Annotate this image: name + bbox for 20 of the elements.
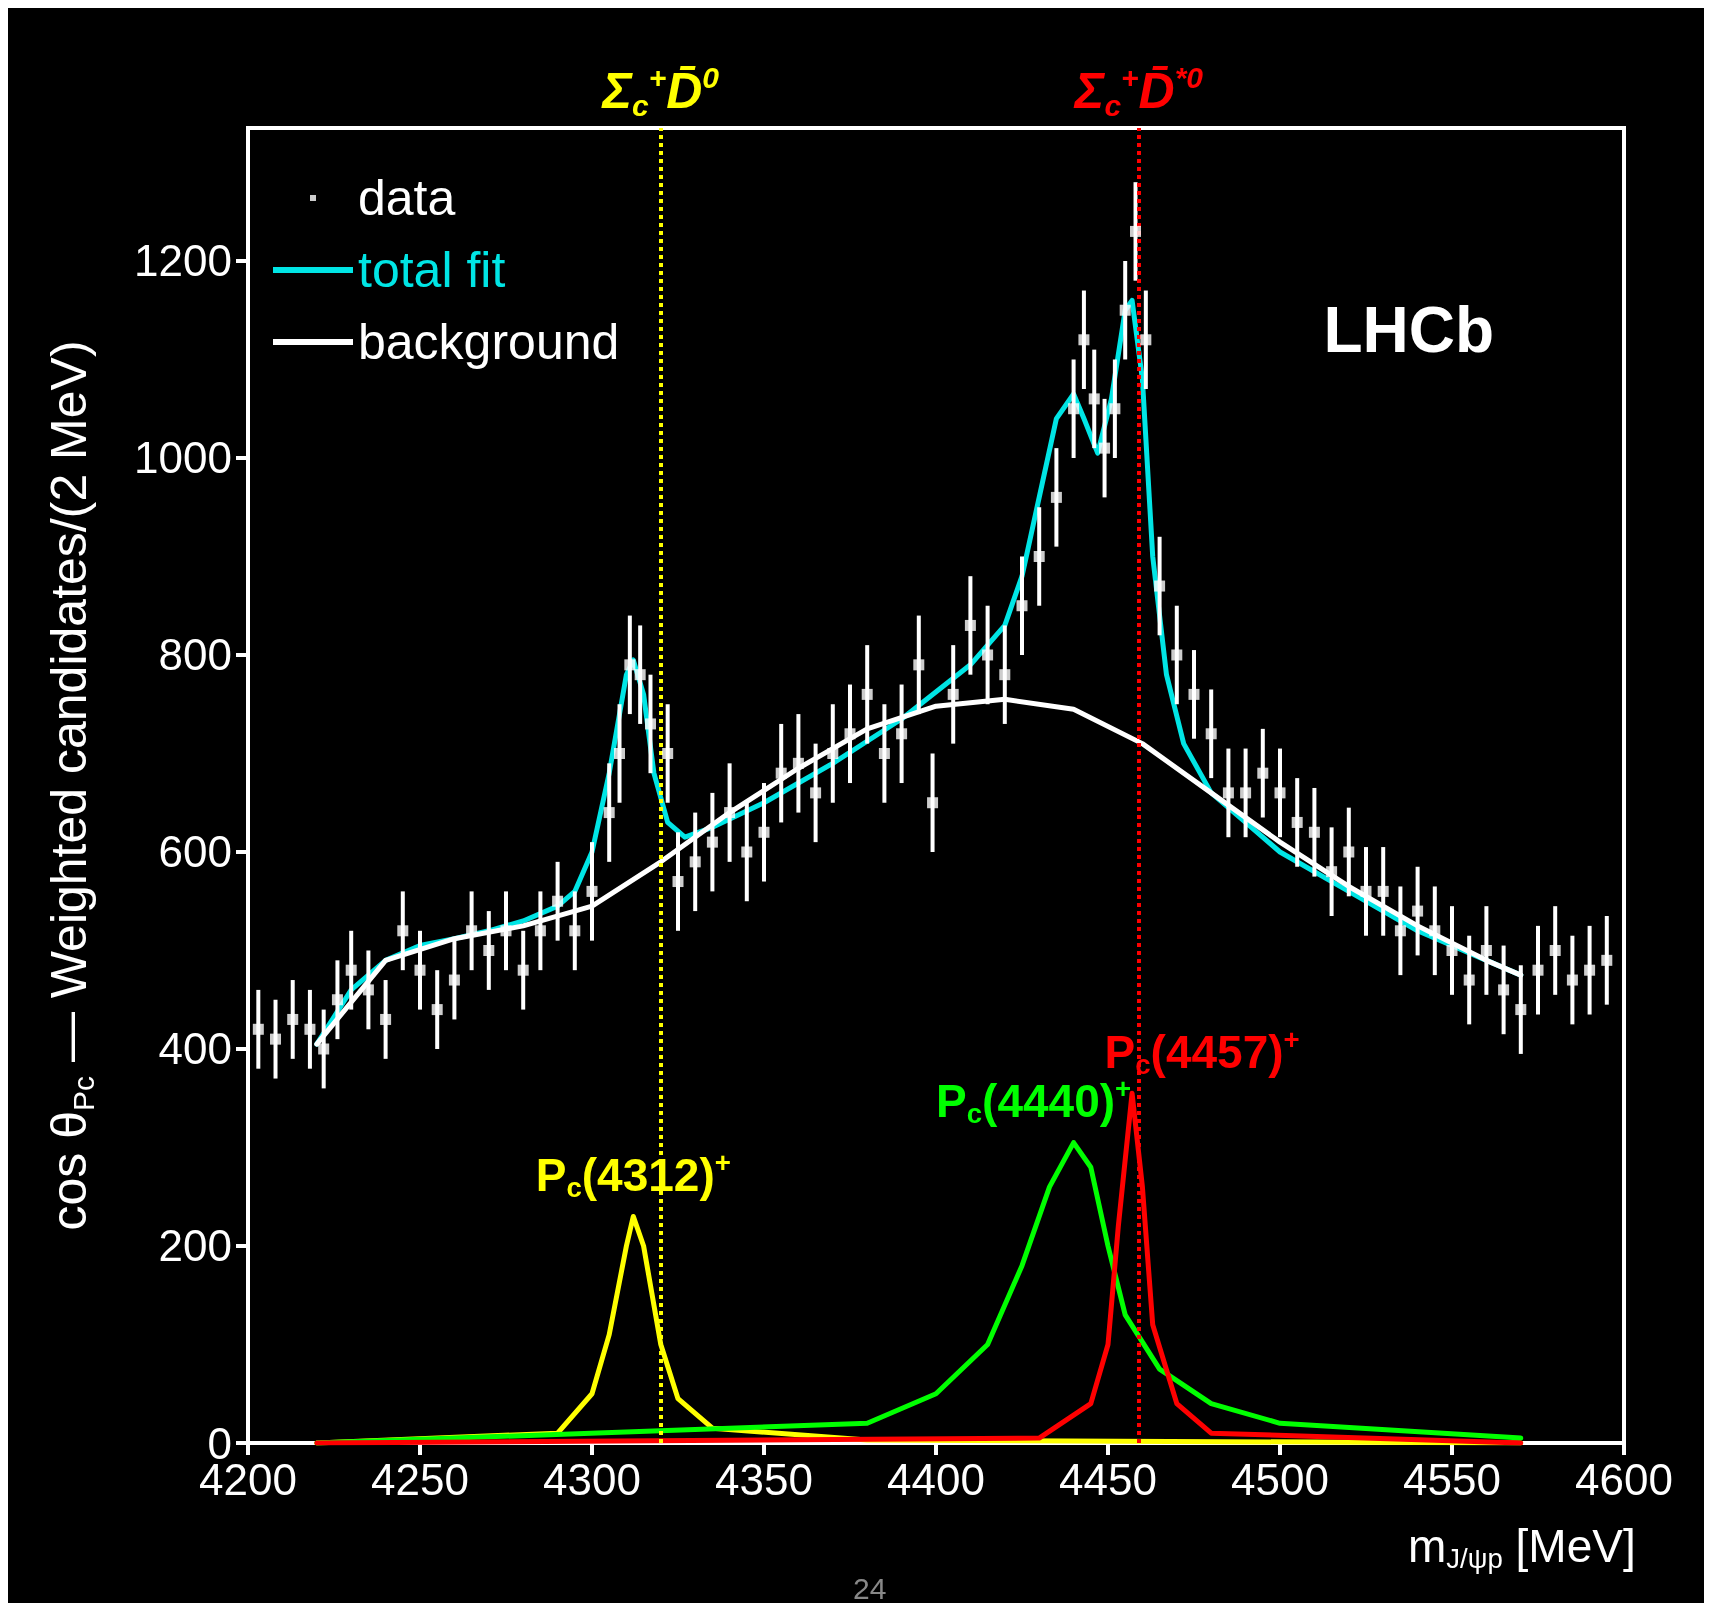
legend-label: data [358,170,456,226]
text: 24 [853,1571,887,1605]
legend-label: background [358,314,620,370]
x-tick-label: 4450 [1059,1454,1157,1504]
y-tick-label: 800 [158,630,232,680]
x-tick-label: 4550 [1403,1454,1501,1504]
y-axis-title: cos θPc — Weighted candidates/(2 MeV) [41,340,100,1231]
x-tick-label: 4350 [715,1454,813,1504]
y-tick-label: 200 [158,1221,232,1271]
x-tick-label: 4500 [1231,1454,1329,1504]
x-tick-label: 4300 [543,1454,641,1504]
y-tick-label: 1200 [134,236,232,286]
x-tick-label: 4600 [1575,1454,1673,1504]
y-tick-label: 600 [158,827,232,877]
annotation: LHCb [1323,294,1494,366]
y-tick-label: 1000 [134,433,232,483]
y-tick-label: 400 [158,1024,232,1074]
x-tick-label: 4250 [371,1454,469,1504]
x-tick-label: 4400 [887,1454,985,1504]
legend-label: total fit [358,242,506,298]
